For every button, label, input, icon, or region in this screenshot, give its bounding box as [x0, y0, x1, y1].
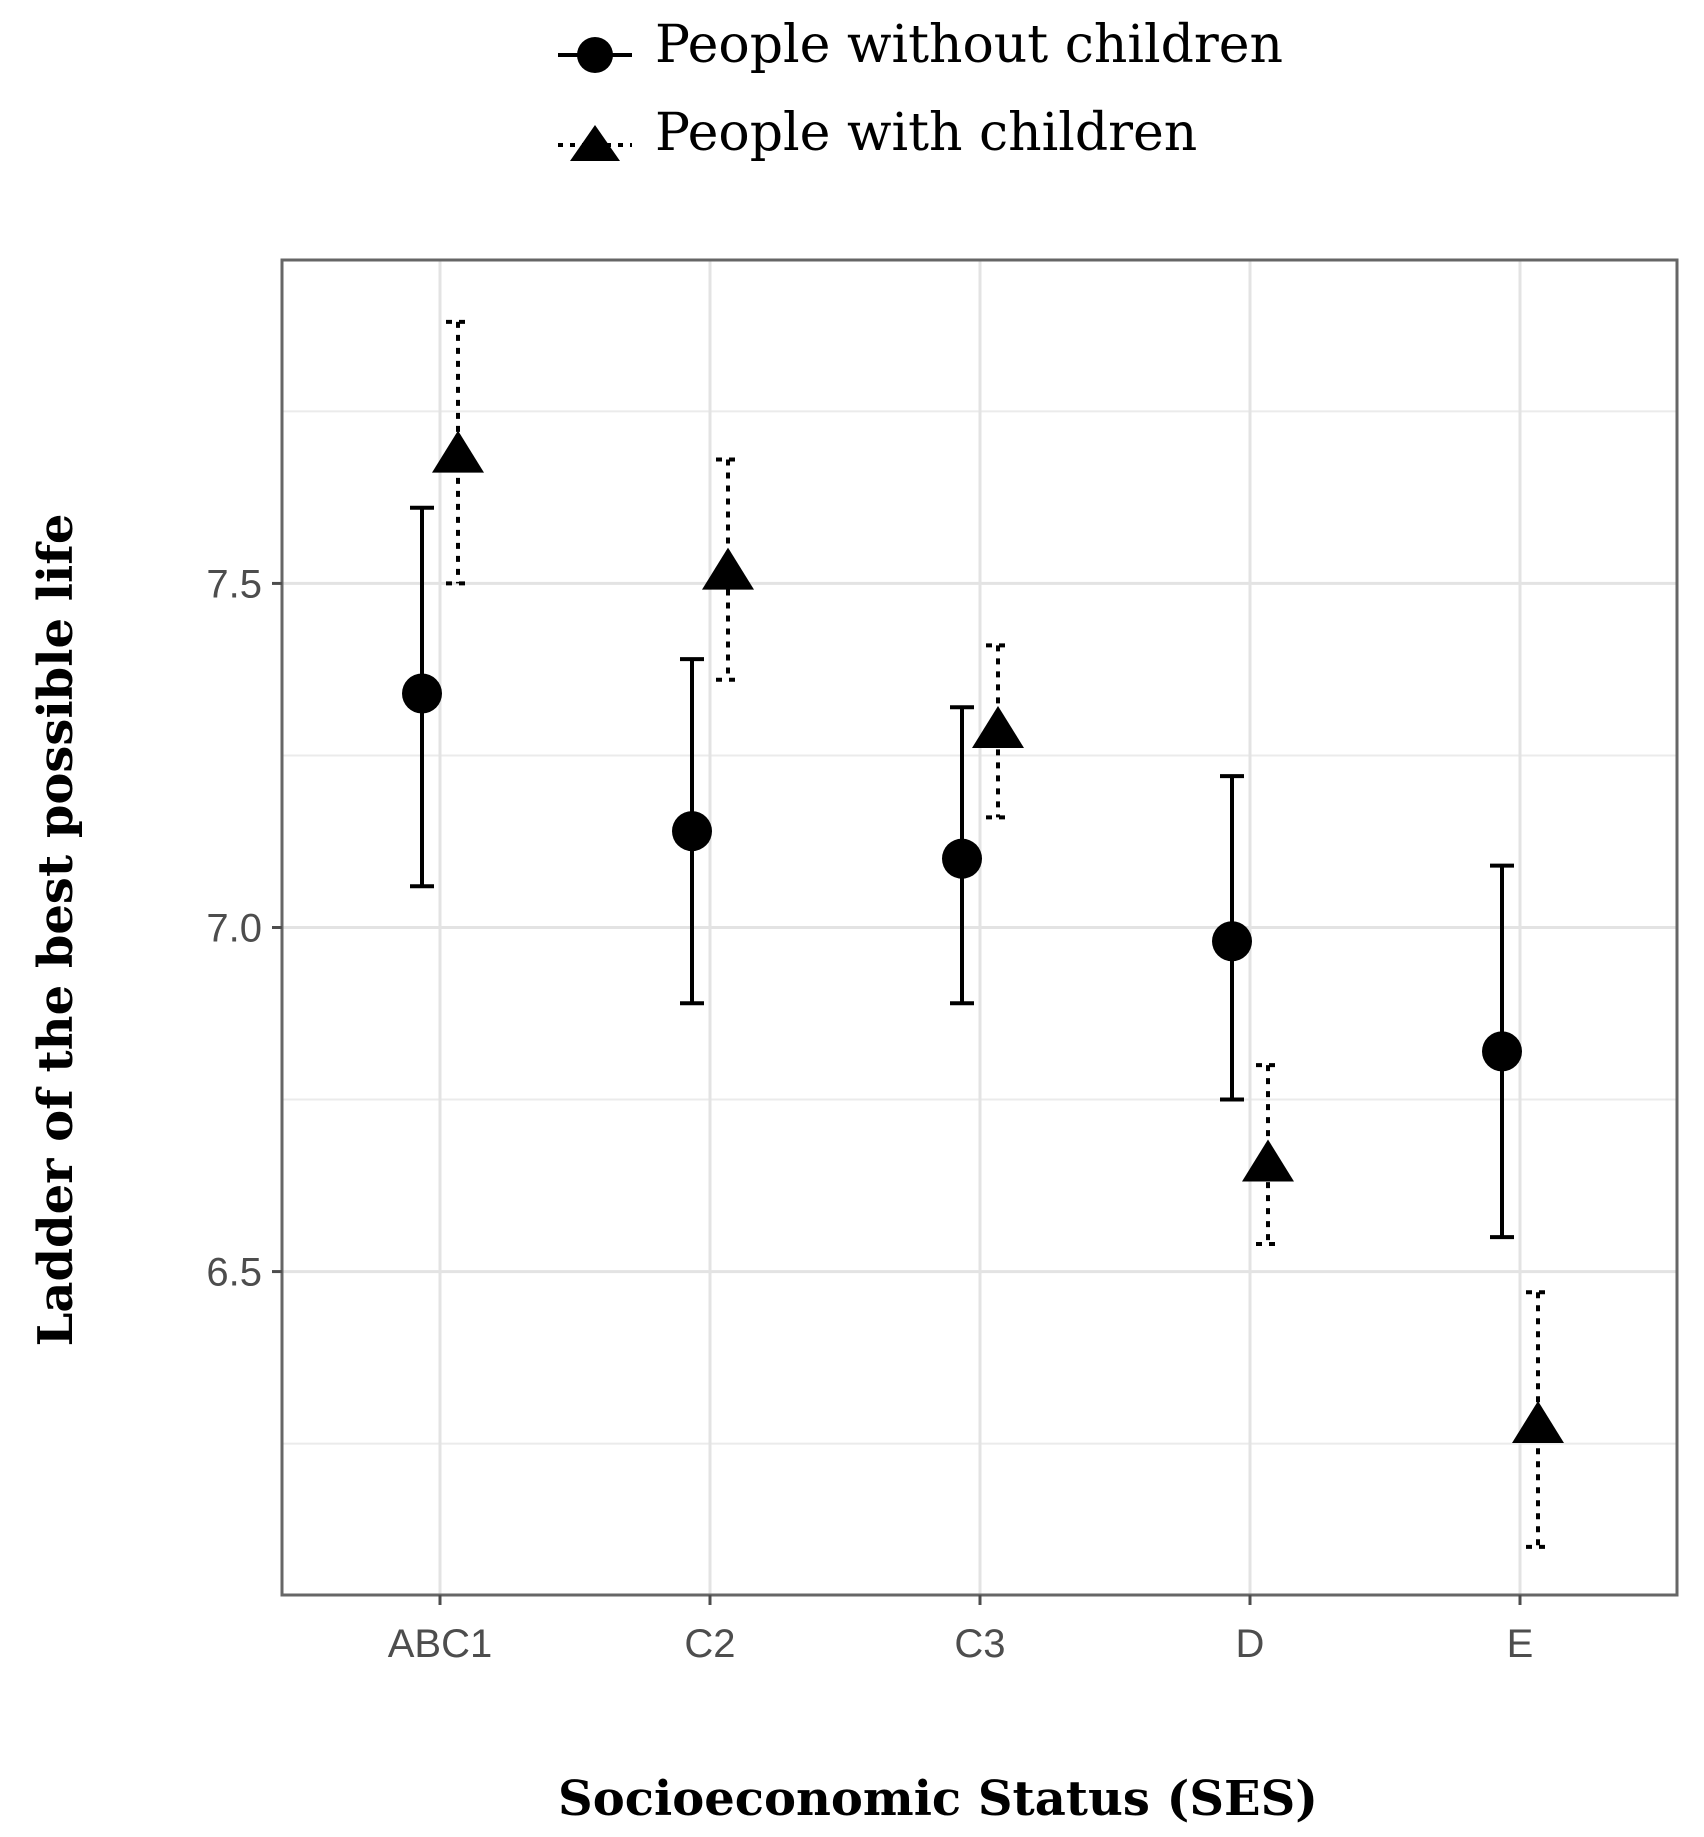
- y-axis-title: Ladder of the best possible life: [28, 514, 84, 1347]
- legend-entry-without-children: People without children: [558, 15, 1283, 75]
- point-marker: [402, 673, 442, 714]
- point-marker: [432, 430, 484, 473]
- x-tick-label: D: [1236, 1622, 1265, 1666]
- point-marker: [1512, 1400, 1564, 1443]
- x-axis-title: Socioeconomic Status (SES): [558, 1771, 1318, 1827]
- point-marker: [972, 705, 1024, 748]
- point-marker: [942, 838, 982, 879]
- grid-major: [282, 260, 1677, 1595]
- legend-entry-with-children: People with children: [558, 103, 1197, 163]
- legend-label-with-children: People with children: [655, 103, 1197, 163]
- y-tick-label: 7.5: [206, 562, 262, 606]
- legend: People without children People with chil…: [558, 15, 1283, 163]
- point-marker: [1212, 921, 1252, 962]
- point-marker: [1242, 1139, 1294, 1182]
- point-marker: [702, 547, 754, 590]
- series-without-children: [402, 505, 1522, 1240]
- x-tick-label: C2: [684, 1622, 735, 1666]
- legend-circle-icon: [577, 37, 613, 73]
- x-tick-label: E: [1507, 1622, 1534, 1666]
- point-marker: [672, 811, 712, 852]
- legend-label-without-children: People without children: [655, 15, 1283, 75]
- x-axis: ABC1 C2 C3 D E: [388, 1595, 1534, 1666]
- legend-triangle-icon: [570, 125, 620, 161]
- y-tick-label: 7.0: [206, 907, 262, 951]
- series-with-children: [432, 319, 1564, 1549]
- x-tick-label: C3: [954, 1622, 1005, 1666]
- point-marker: [1482, 1031, 1522, 1072]
- y-axis: 6.5 7.0 7.5: [206, 562, 282, 1295]
- x-tick-label: ABC1: [388, 1622, 493, 1666]
- y-tick-label: 6.5: [206, 1251, 262, 1295]
